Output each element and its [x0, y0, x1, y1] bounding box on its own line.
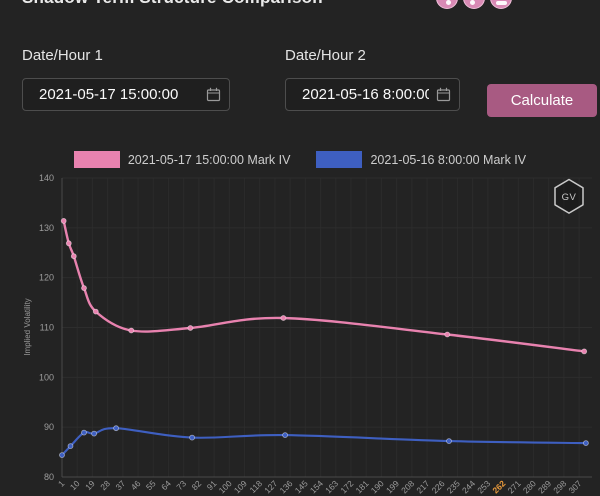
svg-text:172: 172 — [338, 478, 355, 495]
svg-text:10: 10 — [68, 478, 82, 492]
svg-text:235: 235 — [445, 478, 462, 495]
date-hour-1-field: Date/Hour 1 — [22, 47, 230, 111]
legend-swatch-1 — [73, 151, 120, 168]
svg-text:64: 64 — [159, 478, 173, 492]
svg-text:140: 140 — [39, 173, 54, 183]
svg-text:91: 91 — [205, 478, 219, 492]
header-actions — [436, 0, 512, 9]
svg-text:244: 244 — [460, 478, 477, 495]
svg-text:28: 28 — [98, 478, 112, 492]
svg-text:82: 82 — [190, 478, 204, 492]
svg-text:118: 118 — [247, 478, 264, 495]
svg-text:127: 127 — [262, 478, 279, 495]
gv-hexagon — [554, 178, 584, 214]
legend-label-1: 2021-05-17 15:00:00 Mark IV — [127, 152, 291, 167]
svg-text:181: 181 — [354, 478, 371, 495]
date-hour-2-label: Date/Hour 2 — [285, 47, 366, 64]
download-icon — [496, 1, 507, 5]
svg-text:37: 37 — [113, 478, 127, 492]
legend-item-series1[interactable]: 2021-05-17 15:00:00 Mark IV — [73, 151, 291, 168]
svg-text:217: 217 — [414, 478, 431, 495]
svg-text:226: 226 — [430, 478, 447, 495]
share-icon — [446, 0, 451, 5]
y-axis-title: Implied Volatility — [23, 298, 32, 355]
svg-text:154: 154 — [308, 478, 325, 495]
svg-text:163: 163 — [323, 478, 340, 495]
gv-logo: GV — [552, 178, 586, 220]
date-hour-1-input-wrap — [22, 78, 230, 111]
svg-text:280: 280 — [521, 478, 538, 495]
svg-text:253: 253 — [475, 478, 492, 495]
gv-text: GV — [562, 192, 577, 203]
chart-legend: 2021-05-17 15:00:00 Mark IV 2021-05-16 8… — [0, 151, 600, 168]
calendar-icon[interactable] — [436, 87, 451, 102]
calculate-button[interactable]: Calculate — [487, 84, 597, 117]
series-1-line — [60, 217, 588, 355]
page-title: Shadow Term Structure Comparison — [22, 0, 323, 8]
svg-text:73: 73 — [174, 478, 188, 492]
link-icon — [470, 0, 475, 5]
svg-text:46: 46 — [129, 478, 143, 492]
svg-text:262: 262 — [490, 478, 507, 495]
svg-text:136: 136 — [277, 478, 294, 495]
svg-text:208: 208 — [399, 478, 416, 495]
legend-swatch-2 — [316, 151, 363, 168]
date-hour-2-input[interactable] — [285, 78, 460, 111]
share-button-1[interactable] — [436, 0, 458, 9]
axis-lines — [61, 178, 592, 478]
svg-text:80: 80 — [44, 472, 54, 482]
series-2-line — [59, 425, 589, 459]
svg-text:120: 120 — [39, 273, 54, 283]
date-hour-2-field: Date/Hour 2 — [285, 47, 460, 111]
date-hour-1-label: Date/Hour 1 — [22, 47, 103, 64]
legend-label-2: 2021-05-16 8:00:00 Mark IV — [370, 152, 527, 167]
date-hour-1-input[interactable] — [22, 78, 230, 111]
svg-text:100: 100 — [39, 372, 54, 382]
svg-text:110: 110 — [40, 323, 54, 333]
x-axis-tick-labels: 1 10 19 28 37 46 55 64 73 82 911001091181271361451… — [56, 478, 584, 495]
svg-text:1: 1 — [56, 478, 67, 489]
svg-text:109: 109 — [232, 478, 249, 495]
svg-text:100: 100 — [217, 478, 234, 495]
svg-text:145: 145 — [293, 478, 310, 495]
svg-text:190: 190 — [369, 478, 386, 495]
svg-text:130: 130 — [39, 223, 54, 233]
y-axis-tick-labels: 80 90 100 110 120 130 140 — [39, 173, 54, 482]
svg-text:298: 298 — [551, 478, 568, 495]
svg-text:90: 90 — [44, 422, 54, 432]
svg-text:199: 199 — [384, 478, 401, 495]
svg-text:307: 307 — [566, 478, 583, 495]
calendar-icon[interactable] — [206, 87, 221, 102]
svg-text:271: 271 — [506, 478, 523, 495]
svg-text:289: 289 — [536, 478, 553, 495]
date-hour-2-input-wrap — [285, 78, 460, 111]
download-button[interactable] — [490, 0, 512, 9]
legend-item-series2[interactable]: 2021-05-16 8:00:00 Mark IV — [316, 151, 526, 168]
svg-text:55: 55 — [144, 478, 158, 492]
share-button-2[interactable] — [463, 0, 485, 9]
svg-text:19: 19 — [83, 478, 97, 492]
